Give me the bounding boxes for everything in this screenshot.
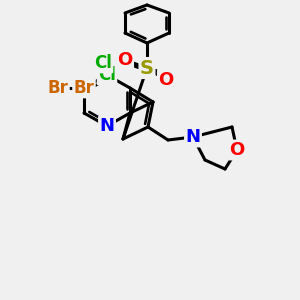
Text: N: N: [100, 117, 115, 135]
Text: Br: Br: [48, 79, 68, 97]
Text: N: N: [185, 128, 200, 146]
Text: S: S: [140, 58, 154, 77]
Text: Br: Br: [74, 79, 94, 97]
Text: O: O: [158, 71, 174, 89]
Text: O: O: [230, 141, 244, 159]
Text: O: O: [117, 51, 133, 69]
Text: Cl: Cl: [94, 54, 112, 72]
Text: Cl: Cl: [98, 66, 116, 84]
